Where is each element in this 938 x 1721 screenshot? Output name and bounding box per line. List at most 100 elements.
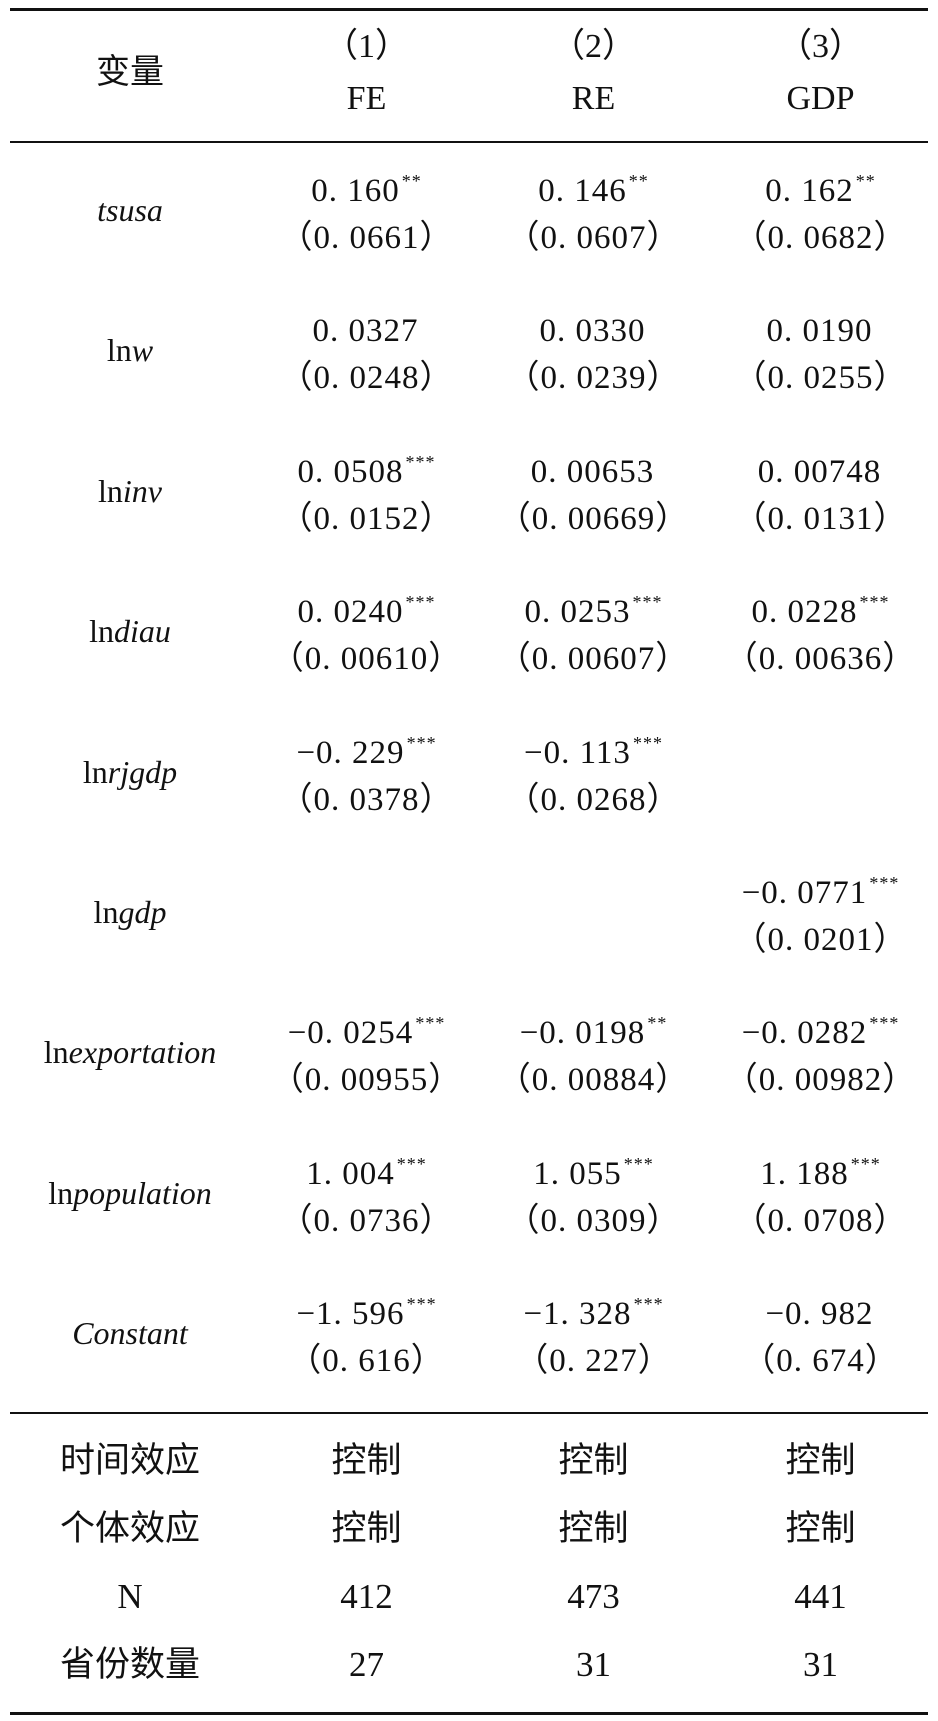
footer-label: 个体效应 bbox=[59, 1509, 200, 1548]
coefficient: 1. 055 *** bbox=[480, 1155, 707, 1191]
standard-error: （0. 0378） bbox=[279, 781, 454, 818]
significance-stars: *** bbox=[406, 1294, 437, 1315]
footer-rule bbox=[10, 1412, 928, 1414]
standard-error: （0. 0248） bbox=[279, 360, 454, 397]
variable-name: tsusa bbox=[10, 194, 250, 226]
significance-stars: *** bbox=[623, 1153, 654, 1174]
coefficient: −0. 229 *** bbox=[253, 734, 480, 770]
coefficient: −0. 0198 ** bbox=[480, 1014, 707, 1050]
footer-value: 控制 bbox=[785, 1441, 856, 1480]
variable-prefix: ln bbox=[93, 894, 119, 930]
standard-error: （0. 00610） bbox=[270, 641, 463, 678]
coefficient-value: −0. 0771 bbox=[741, 875, 868, 911]
coefficient: −0. 982 bbox=[707, 1295, 934, 1331]
variable-italic: rjgdp bbox=[107, 753, 178, 790]
coefficient: 1. 004 *** bbox=[253, 1155, 480, 1191]
coefficient-value: 1. 188 bbox=[760, 1155, 849, 1192]
coefficient-value: 1. 004 bbox=[306, 1155, 395, 1192]
footer-value: 控制 bbox=[558, 1441, 629, 1480]
footer-label: 省份数量 bbox=[59, 1645, 200, 1684]
significance-stars: *** bbox=[869, 1013, 900, 1034]
coefficient: −0. 0254 *** bbox=[253, 1014, 480, 1050]
footer-value: 控制 bbox=[331, 1441, 402, 1480]
variable-name: lnexportation bbox=[10, 1036, 250, 1068]
standard-error: （0. 0661） bbox=[279, 220, 454, 256]
coefficient: −0. 0771 *** bbox=[707, 874, 934, 910]
coefficient-value: 0. 146 bbox=[538, 173, 627, 209]
header-column-number: （2） bbox=[551, 28, 636, 65]
significance-stars: *** bbox=[859, 592, 890, 613]
coefficient-value: −1. 328 bbox=[523, 1296, 632, 1333]
footer-value: 31 bbox=[803, 1645, 838, 1684]
significance-stars: *** bbox=[632, 732, 663, 753]
footer-label: N bbox=[117, 1577, 143, 1616]
header-variable-label: 变量 bbox=[96, 54, 164, 91]
coefficient: 0. 160 ** bbox=[253, 172, 480, 208]
significance-stars: *** bbox=[632, 592, 663, 613]
footer-value: 473 bbox=[567, 1577, 620, 1616]
coefficient-value: 0. 0327 bbox=[312, 313, 419, 350]
standard-error: （0. 0607） bbox=[506, 220, 681, 256]
coefficient-value: −0. 0198 bbox=[519, 1015, 646, 1052]
standard-error: （0. 00607） bbox=[497, 641, 690, 678]
variable-prefix: ln bbox=[106, 332, 132, 369]
variable-italic: Constant bbox=[72, 1315, 188, 1352]
coefficient-value: 0. 0508 bbox=[297, 453, 404, 490]
coefficient: 1. 188 *** bbox=[707, 1155, 934, 1191]
significance-stars: ** bbox=[647, 1013, 668, 1034]
header-rule bbox=[10, 141, 928, 143]
coefficient: −0. 113 *** bbox=[480, 734, 707, 770]
coefficient: 0. 0508 *** bbox=[253, 453, 480, 489]
standard-error: （0. 0131） bbox=[733, 500, 908, 537]
footer-value: 27 bbox=[349, 1645, 384, 1684]
footer-value: 控制 bbox=[785, 1509, 856, 1548]
coefficient bbox=[480, 874, 707, 910]
significance-stars: *** bbox=[415, 1013, 446, 1034]
coefficient-value: 1. 055 bbox=[533, 1155, 622, 1192]
variable-prefix: ln bbox=[98, 472, 123, 509]
significance-stars: *** bbox=[406, 732, 437, 753]
variable-italic: diau bbox=[114, 613, 171, 650]
variable-name: Constant bbox=[10, 1317, 250, 1349]
coefficient-value: 0. 00653 bbox=[530, 453, 655, 490]
standard-error: （0. 00636） bbox=[724, 641, 917, 678]
variable-name: lnpopulation bbox=[10, 1177, 250, 1209]
table-bottom-rule bbox=[10, 1712, 928, 1715]
significance-stars: ** bbox=[855, 171, 876, 191]
variable-prefix: ln bbox=[82, 753, 108, 790]
coefficient-value: −0. 0282 bbox=[741, 1015, 868, 1052]
footer-label: 时间效应 bbox=[59, 1441, 200, 1480]
standard-error: （0. 00955） bbox=[270, 1062, 463, 1099]
footer-value: 31 bbox=[576, 1645, 611, 1684]
significance-stars: ** bbox=[401, 171, 422, 191]
coefficient-value: −0. 113 bbox=[524, 734, 631, 771]
standard-error: （0. 0239） bbox=[506, 360, 681, 397]
significance-stars: *** bbox=[850, 1153, 881, 1174]
variable-name: lnrjgdp bbox=[10, 756, 250, 788]
standard-error: （0. 674） bbox=[742, 1343, 899, 1380]
variable-italic: exportation bbox=[68, 1034, 217, 1071]
coefficient: 0. 0327 bbox=[253, 312, 480, 348]
variable-italic: tsusa bbox=[97, 192, 163, 228]
variable-prefix: ln bbox=[43, 1034, 69, 1071]
standard-error: （0. 227） bbox=[515, 1343, 672, 1380]
coefficient-value: −0. 982 bbox=[765, 1296, 874, 1333]
variable-name: lndiau bbox=[10, 615, 250, 647]
coefficient-value: −1. 596 bbox=[296, 1296, 405, 1333]
standard-error: （0. 0152） bbox=[279, 500, 454, 537]
significance-stars: *** bbox=[405, 592, 436, 613]
variable-italic: w bbox=[131, 332, 154, 369]
variable-italic: population bbox=[73, 1174, 212, 1211]
standard-error: （0. 00982） bbox=[724, 1062, 917, 1099]
variable-name: lngdp bbox=[10, 896, 250, 928]
coefficient bbox=[707, 734, 934, 770]
significance-stars: *** bbox=[396, 1153, 427, 1174]
standard-error: （0. 0682） bbox=[733, 220, 908, 256]
variable-prefix: ln bbox=[89, 613, 114, 650]
coefficient-value: 0. 0190 bbox=[766, 313, 873, 350]
standard-error: （0. 0309） bbox=[506, 1202, 681, 1239]
standard-error: （0. 0255） bbox=[733, 360, 908, 397]
coefficient: 0. 162 ** bbox=[707, 172, 934, 208]
header-column-name: RE bbox=[571, 80, 616, 117]
coefficient-value: 0. 0330 bbox=[539, 313, 646, 350]
